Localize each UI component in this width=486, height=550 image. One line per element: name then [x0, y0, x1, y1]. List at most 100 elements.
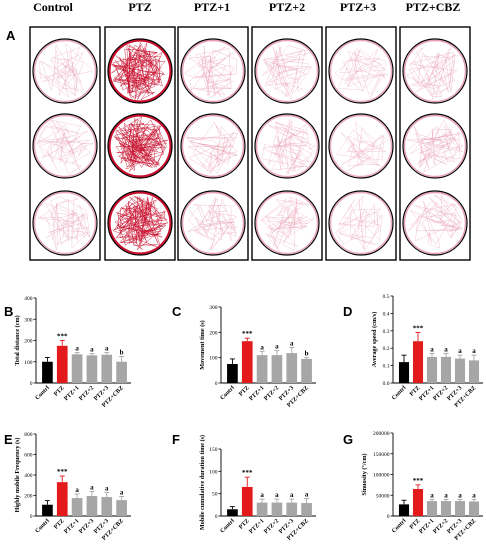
- y-tick-label: 0: [30, 514, 33, 520]
- bar: [426, 356, 438, 383]
- track-plate: [180, 38, 246, 104]
- bar: [56, 345, 68, 383]
- plate-outline: [254, 113, 320, 179]
- swim-track: [406, 47, 458, 101]
- plate-rim-tracks: [108, 114, 172, 178]
- bar: [101, 354, 113, 383]
- swim-track: [112, 195, 169, 251]
- swim-track: [262, 45, 312, 101]
- bar: [271, 502, 283, 516]
- panel-letter: C: [172, 304, 182, 319]
- plate-outline: [32, 38, 98, 104]
- swim-track: [37, 196, 90, 250]
- y-tick-label: 0.5: [383, 294, 390, 300]
- plate-rim-tracks: [403, 191, 467, 255]
- y-tick-label: 150000: [373, 452, 390, 458]
- y-tick-label: 50000: [376, 493, 390, 499]
- plate-outline: [328, 190, 394, 256]
- plate-outline: [402, 38, 468, 104]
- group-frame: [251, 26, 323, 261]
- plate-rim-tracks: [255, 114, 319, 178]
- bar: [301, 358, 312, 383]
- bar-chart-b: B 0 100 200 300 400 Total distance (cm) Contrl *…: [4, 296, 131, 409]
- swim-track: [334, 48, 389, 99]
- plate-outline: [32, 190, 98, 256]
- track-plate: [107, 38, 173, 104]
- plate-rim-tracks: [255, 191, 319, 255]
- bar: [301, 503, 312, 516]
- swim-track: [336, 121, 389, 172]
- track-plate: [328, 113, 394, 179]
- significance-label: a: [275, 343, 279, 351]
- category-label: Contrl: [35, 518, 51, 534]
- plate-background: [255, 114, 319, 178]
- significance-label: a: [90, 483, 94, 491]
- plate-rim-tracks: [33, 191, 97, 255]
- panel-letter: G: [343, 432, 353, 447]
- bar-chart-panels: B 0 100 200 300 400 Total distance (cm) Contrl *…: [4, 294, 483, 542]
- category-label: PTZ+1: [248, 385, 265, 402]
- swim-track: [187, 197, 237, 251]
- significance-label: a: [120, 489, 124, 497]
- bar: [454, 501, 466, 516]
- bar: [227, 509, 238, 516]
- y-tick-label: 0.4: [383, 311, 390, 317]
- plate-rim-tracks: [33, 39, 97, 103]
- track-plate: [107, 113, 173, 179]
- y-tick-label: 0: [387, 514, 390, 520]
- significance-label: a: [444, 345, 448, 353]
- plate-outline: [107, 190, 173, 256]
- swim-track: [261, 118, 316, 175]
- y-tick-label: 0.3: [383, 329, 390, 335]
- significance-label: a: [305, 491, 309, 499]
- bar: [56, 482, 68, 516]
- plate-background: [329, 39, 393, 103]
- track-plate: [180, 190, 246, 256]
- significance-label: a: [444, 491, 448, 499]
- significance-label: a: [290, 491, 294, 499]
- y-tick-label: 100: [209, 356, 218, 362]
- swim-track: [36, 120, 94, 175]
- bar: [71, 354, 83, 383]
- plate-background: [181, 191, 245, 255]
- category-label: Contrl: [220, 385, 236, 401]
- category-label: PTZ+2: [263, 385, 280, 402]
- plate-outline: [107, 38, 173, 104]
- bar: [86, 355, 98, 383]
- y-tick-label: 200: [209, 330, 218, 336]
- y-tick-label: 200: [24, 494, 33, 500]
- significance-label: a: [472, 347, 476, 355]
- y-tick-label: 400: [24, 473, 33, 479]
- plate-rim-tracks: [329, 191, 393, 255]
- category-label: Contrl: [220, 518, 236, 534]
- category-label: PTZ: [53, 518, 65, 530]
- y-tick-label: 800: [24, 432, 33, 438]
- group-frame: [399, 26, 471, 261]
- y-axis-label: Sinuosity (°/cm): [361, 453, 368, 495]
- bar-chart-g: G 0 50000 100000 150000 200000 Sinuosity (°/cm…: [343, 431, 483, 542]
- y-tick-label: 0.2: [383, 346, 390, 352]
- bar: [440, 501, 452, 516]
- track-plate: [402, 38, 468, 104]
- bar: [101, 497, 113, 516]
- significance-label: a: [260, 343, 264, 351]
- y-tick-label: 100: [209, 469, 218, 475]
- plate-background: [403, 39, 467, 103]
- bar: [286, 502, 298, 516]
- swim-track: [184, 46, 237, 98]
- track-plate: [107, 190, 173, 256]
- bar: [227, 364, 238, 383]
- group-frame: [325, 26, 397, 261]
- y-tick-label: 100: [24, 360, 33, 366]
- plate-rim-tracks: [108, 191, 172, 255]
- plate-rim-tracks: [181, 114, 245, 178]
- y-tick-label: 0: [215, 381, 218, 387]
- bar: [468, 501, 480, 516]
- plate-background: [255, 191, 319, 255]
- bar: [256, 355, 268, 383]
- swim-track: [406, 119, 464, 173]
- swim-track: [38, 43, 94, 98]
- category-label: Contrl: [391, 518, 407, 534]
- plate-outline: [328, 38, 394, 104]
